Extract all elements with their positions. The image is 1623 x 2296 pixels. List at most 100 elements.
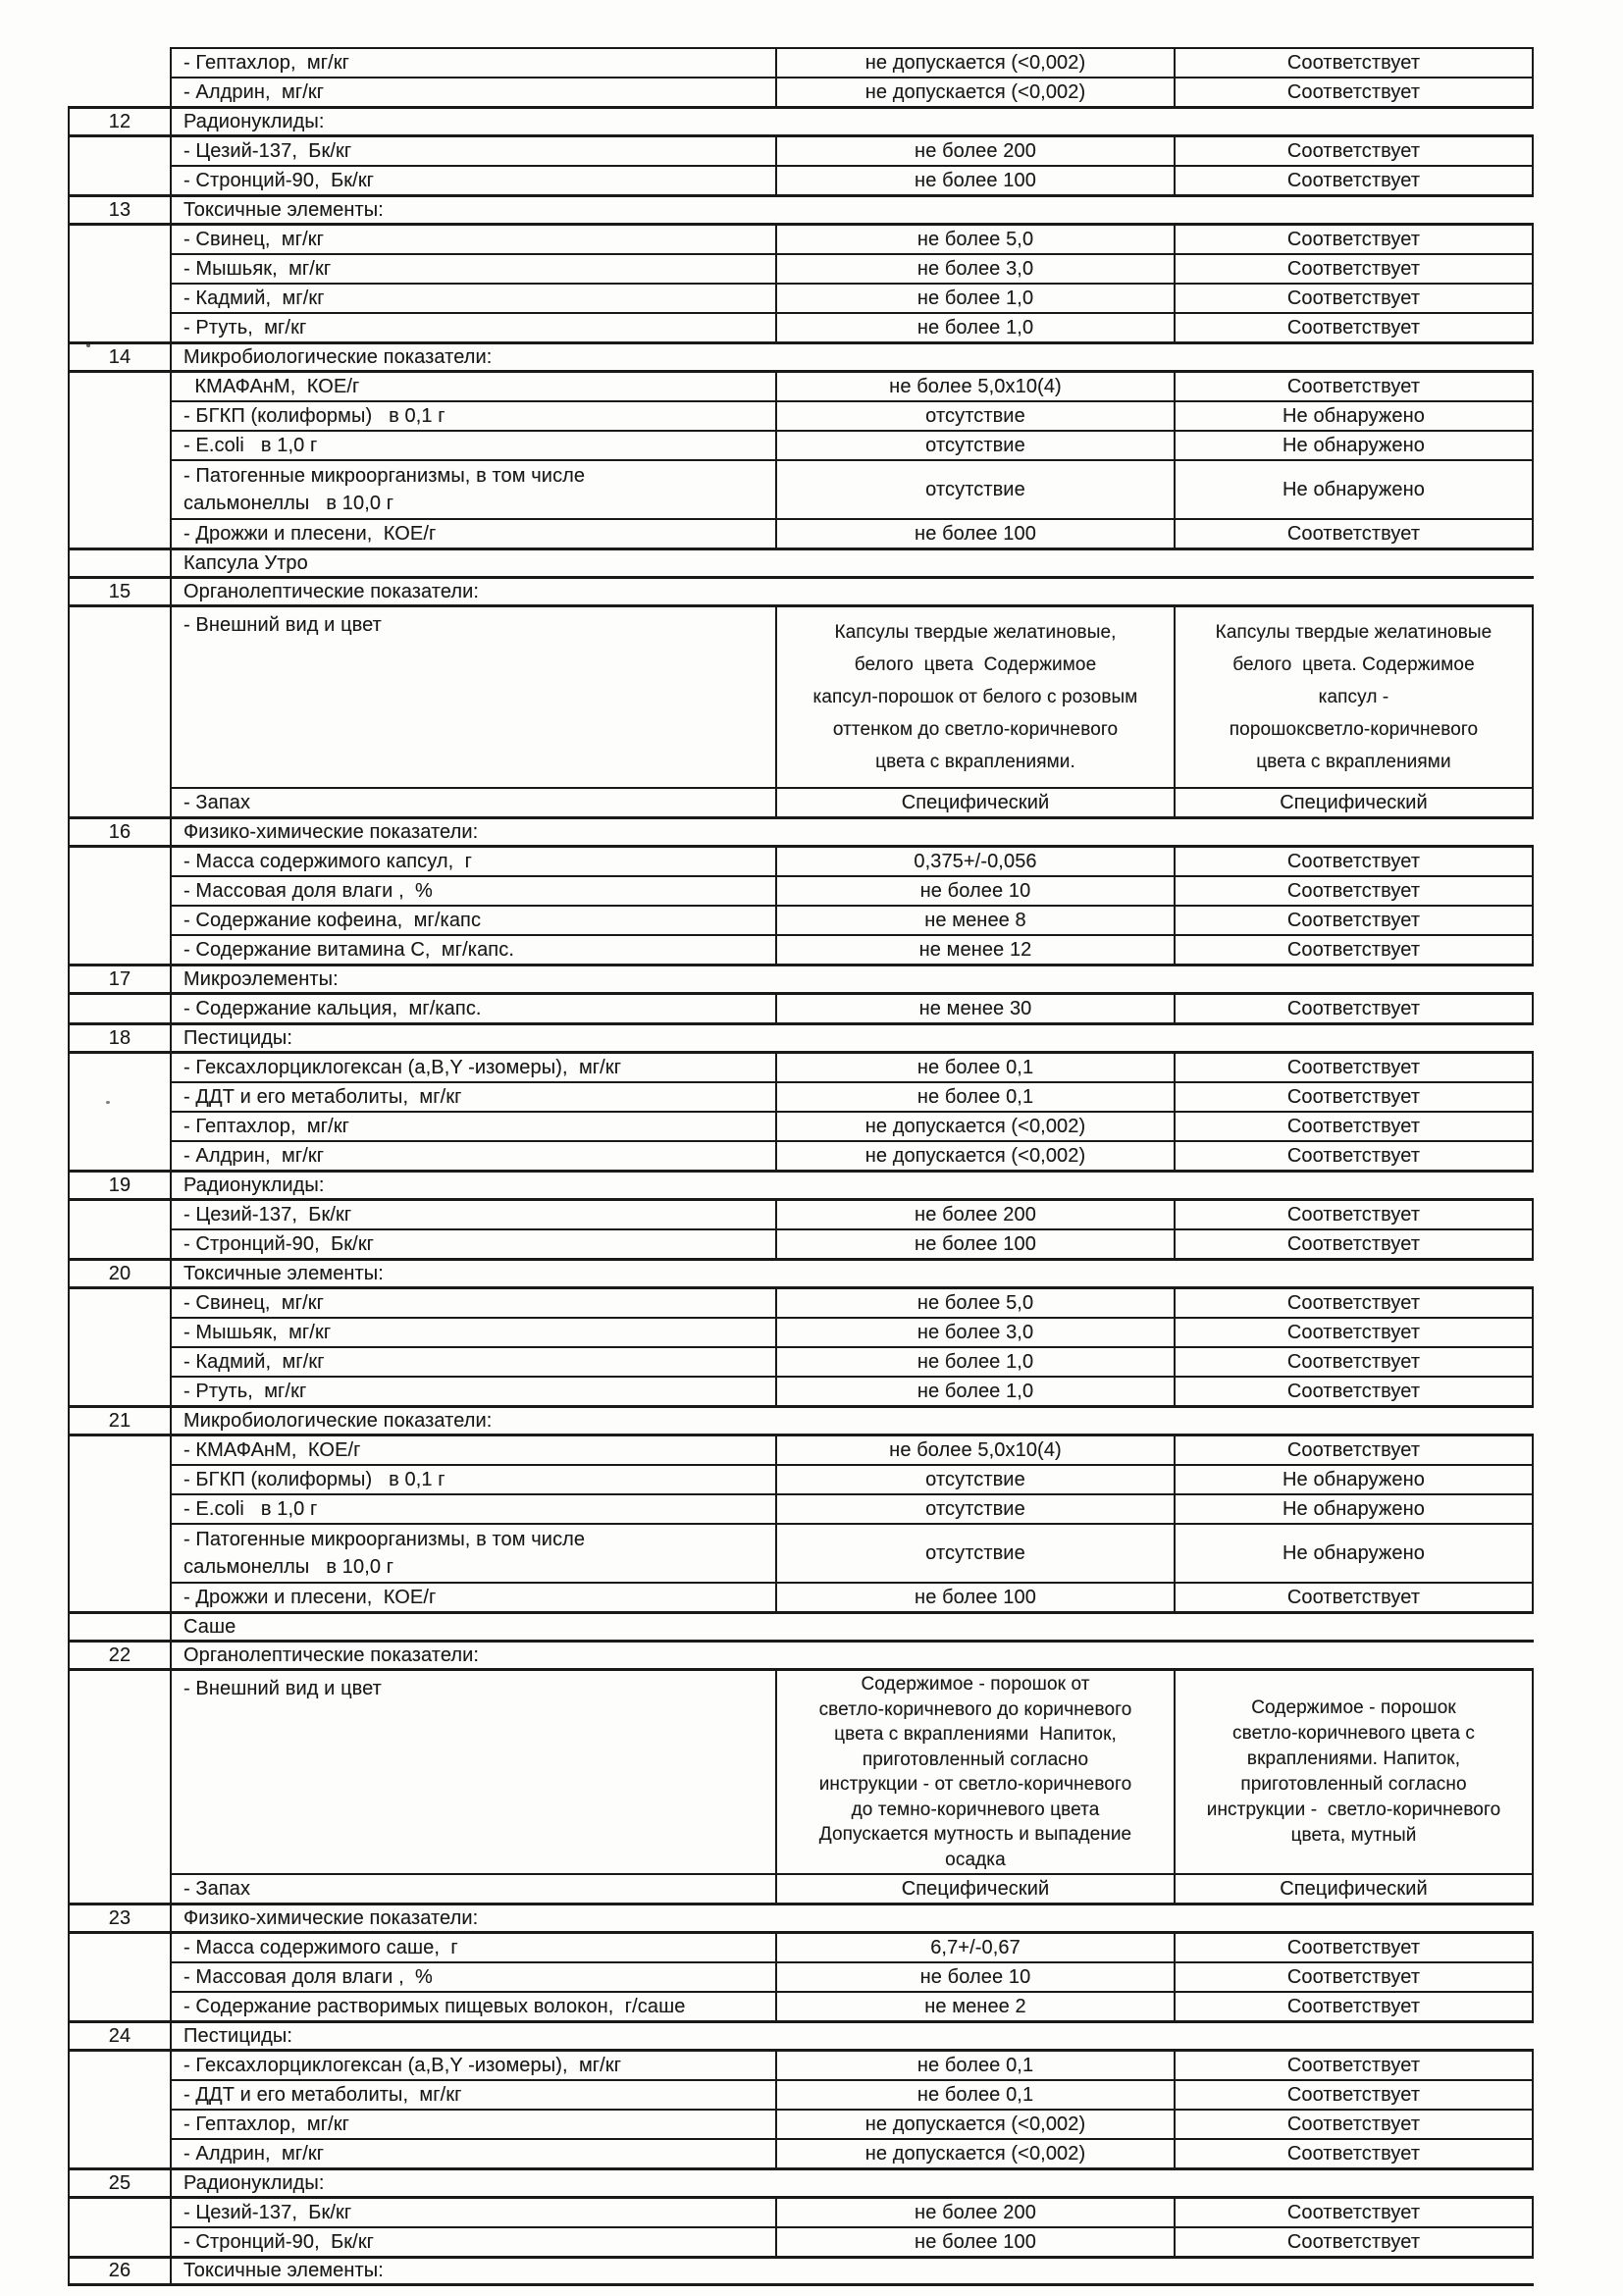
table-row-parameter: - Гептахлор, мг/кг не допускается (<0,002…	[68, 1111, 1534, 1140]
row-number-cell	[68, 1931, 172, 1961]
table-row-parameter: - Стронций-90, Бк/кг не более 100 Соответс…	[68, 1228, 1534, 1258]
section-number: 23	[68, 1903, 172, 1931]
table-row-section: 13 Токсичные элементы:	[68, 194, 1534, 223]
section-title: Радионуклиды:	[172, 1170, 1534, 1198]
row-number-cell	[68, 312, 172, 341]
result-value: Соответствует	[1174, 1346, 1534, 1376]
result-value: Соответствует	[1174, 223, 1534, 253]
row-number-cell	[68, 1198, 172, 1228]
table-row-section: 19 Радионуклиды:	[68, 1170, 1534, 1198]
parameter-name: - Цезий-137, Бк/кг	[172, 134, 775, 165]
parameter-name: - Свинец, мг/кг	[172, 223, 775, 253]
section-number: 18	[68, 1022, 172, 1051]
row-number-cell	[68, 1286, 172, 1317]
result-value: Соответствует	[1174, 905, 1534, 934]
product-part-title: Капсула Утро	[172, 548, 1534, 576]
result-value: Соответствует	[1174, 47, 1534, 77]
parameter-name: - Свинец, мг/кг	[172, 1286, 775, 1317]
result-value: Соответствует	[1174, 165, 1534, 194]
section-number: 22	[68, 1640, 172, 1668]
result-value: Не обнаружено	[1174, 459, 1534, 518]
row-number-cell	[68, 2079, 172, 2109]
table-row-parameter: - Массовая доля влаги , % не более 10 Соот…	[68, 875, 1534, 905]
result-value: Соответствует	[1174, 1051, 1534, 1081]
parameter-name: - Стронций-90, Бк/кг	[172, 1228, 775, 1258]
table-row-parameter: - Цезий-137, Бк/кг не более 200 Соответств…	[68, 134, 1534, 165]
parameter-name: - Гептахлор, мг/кг	[172, 1111, 775, 1140]
section-number: 21	[68, 1405, 172, 1434]
result-value: Соответствует	[1174, 1317, 1534, 1346]
section-title: Органолептические показатели:	[172, 576, 1534, 604]
table-row-parameter: - Алдрин, мг/кг не допускается (<0,002) Со…	[68, 1140, 1534, 1170]
result-value: Не обнаружено	[1174, 430, 1534, 459]
table-row-section: 22 Органолептические показатели:	[68, 1640, 1534, 1668]
section-title: Физико-химические показатели:	[172, 1903, 1534, 1931]
row-number-cell	[68, 845, 172, 875]
table-row-parameter: - Масса содержимого саше, г 6,7+/-0,67 Соо…	[68, 1931, 1534, 1961]
norm-value: не менее 2	[775, 1991, 1174, 2020]
parameter-name: - Содержание витамина С, мг/капс.	[172, 934, 775, 964]
table-row-section: 16 Физико-химические показатели:	[68, 816, 1534, 845]
parameter-name: - Цезий-137, Бк/кг	[172, 1198, 775, 1228]
norm-value: не допускается (<0,002)	[775, 47, 1174, 77]
table-row-parameter: КМАФАнМ, КОЕ/г не более 5,0х10(4) Соответс…	[68, 370, 1534, 400]
parameter-name: - Ртуть, мг/кг	[172, 1376, 775, 1405]
norm-value: не более 0,1	[775, 2049, 1174, 2079]
section-number: 13	[68, 194, 172, 223]
parameter-name: - Масса содержимого саше, г	[172, 1931, 775, 1961]
norm-value: не более 5,0х10(4)	[775, 1434, 1174, 1464]
table-row-parameter: - E.coli в 1,0 г отсутствие Не обнаружено	[68, 1493, 1534, 1523]
result-value: Соответствует	[1174, 2049, 1534, 2079]
table-row-parameter: - Дрожжи и плесени, КОЕ/г не более 100 Соо…	[68, 518, 1534, 548]
row-number-cell	[68, 1493, 172, 1523]
row-number-cell	[68, 905, 172, 934]
table-row-parameter: - БГКП (колиформы) в 0,1 г отсутствие Не о…	[68, 1464, 1534, 1493]
table-row-parameter: - Цезий-137, Бк/кг не более 200 Соответств…	[68, 2196, 1534, 2226]
norm-value: отсутствие	[775, 1523, 1174, 1582]
result-value: Соответствует	[1174, 2196, 1534, 2226]
table-row-section: 18 Пестициды:	[68, 1022, 1534, 1051]
parameter-name: - Масса содержимого капсул, г	[172, 845, 775, 875]
table-row-parameter: - ДДТ и его метаболиты, мг/кг не более 0,…	[68, 1081, 1534, 1111]
parameter-name: - Содержание кальция, мг/капс.	[172, 992, 775, 1022]
section-title: Микробиологические показатели:	[172, 1405, 1534, 1434]
parameter-name: - Гептахлор, мг/кг	[172, 2109, 775, 2138]
norm-value: не допускается (<0,002)	[775, 2109, 1174, 2138]
row-number-cell	[68, 604, 172, 787]
norm-value: не более 100	[775, 2226, 1174, 2256]
table-row-section: 25 Радионуклиды:	[68, 2167, 1534, 2196]
result-value: Соответствует	[1174, 1228, 1534, 1258]
section-title: Токсичные элементы:	[172, 194, 1534, 223]
parameter-name: - Гексахлорциклогексан (a,B,Y -изомеры),…	[172, 2049, 775, 2079]
row-number-cell	[68, 1961, 172, 1991]
section-number: 14	[68, 341, 172, 370]
parameter-name: - КМАФАнМ, КОЕ/г	[172, 1434, 775, 1464]
table-row-parameter: - Мышьяк, мг/кг не более 3,0 Соответствует	[68, 253, 1534, 283]
result-value: Соответствует	[1174, 2079, 1534, 2109]
norm-value: не более 10	[775, 1961, 1174, 1991]
norm-value: не более 0,1	[775, 1081, 1174, 1111]
norm-value: не менее 30	[775, 992, 1174, 1022]
table-row-parameter: - Ртуть, мг/кг не более 1,0 Соответствует	[68, 312, 1534, 341]
table-row-parameter: - Содержание растворимых пищевых волокон…	[68, 1991, 1534, 2020]
table-row-parameter: - Масса содержимого капсул, г 0,375+/-0,0…	[68, 845, 1534, 875]
norm-value: не более 200	[775, 2196, 1174, 2226]
result-value: Содержимое - порошок светло-коричневого …	[1174, 1668, 1534, 1873]
table-row-parameter: - Алдрин, мг/кг не допускается (<0,002) Со…	[68, 77, 1534, 106]
table-row-product-part: Саше	[68, 1611, 1534, 1640]
table-row-parameter: - Содержание кальция, мг/капс. не менее 3…	[68, 992, 1534, 1022]
result-value: Соответствует	[1174, 2226, 1534, 2256]
parameter-name: - Дрожжи и плесени, КОЕ/г	[172, 518, 775, 548]
section-number: 12	[68, 106, 172, 134]
table-row-parameter: - Запах Специфический Специфический	[68, 1873, 1534, 1903]
norm-value: не более 5,0х10(4)	[775, 370, 1174, 400]
norm-value: не более 1,0	[775, 1346, 1174, 1376]
table-row-parameter: - Внешний вид и цвет Содержимое - порошок…	[68, 1668, 1534, 1873]
norm-value: отсутствие	[775, 400, 1174, 430]
parameter-name: - Кадмий, мг/кг	[172, 1346, 775, 1376]
norm-value: не более 1,0	[775, 312, 1174, 341]
table-row-parameter: - Массовая доля влаги , % не более 10 Соот…	[68, 1961, 1534, 1991]
parameter-name: - Содержание растворимых пищевых волокон…	[172, 1991, 775, 2020]
table-row-section: 23 Физико-химические показатели:	[68, 1903, 1534, 1931]
